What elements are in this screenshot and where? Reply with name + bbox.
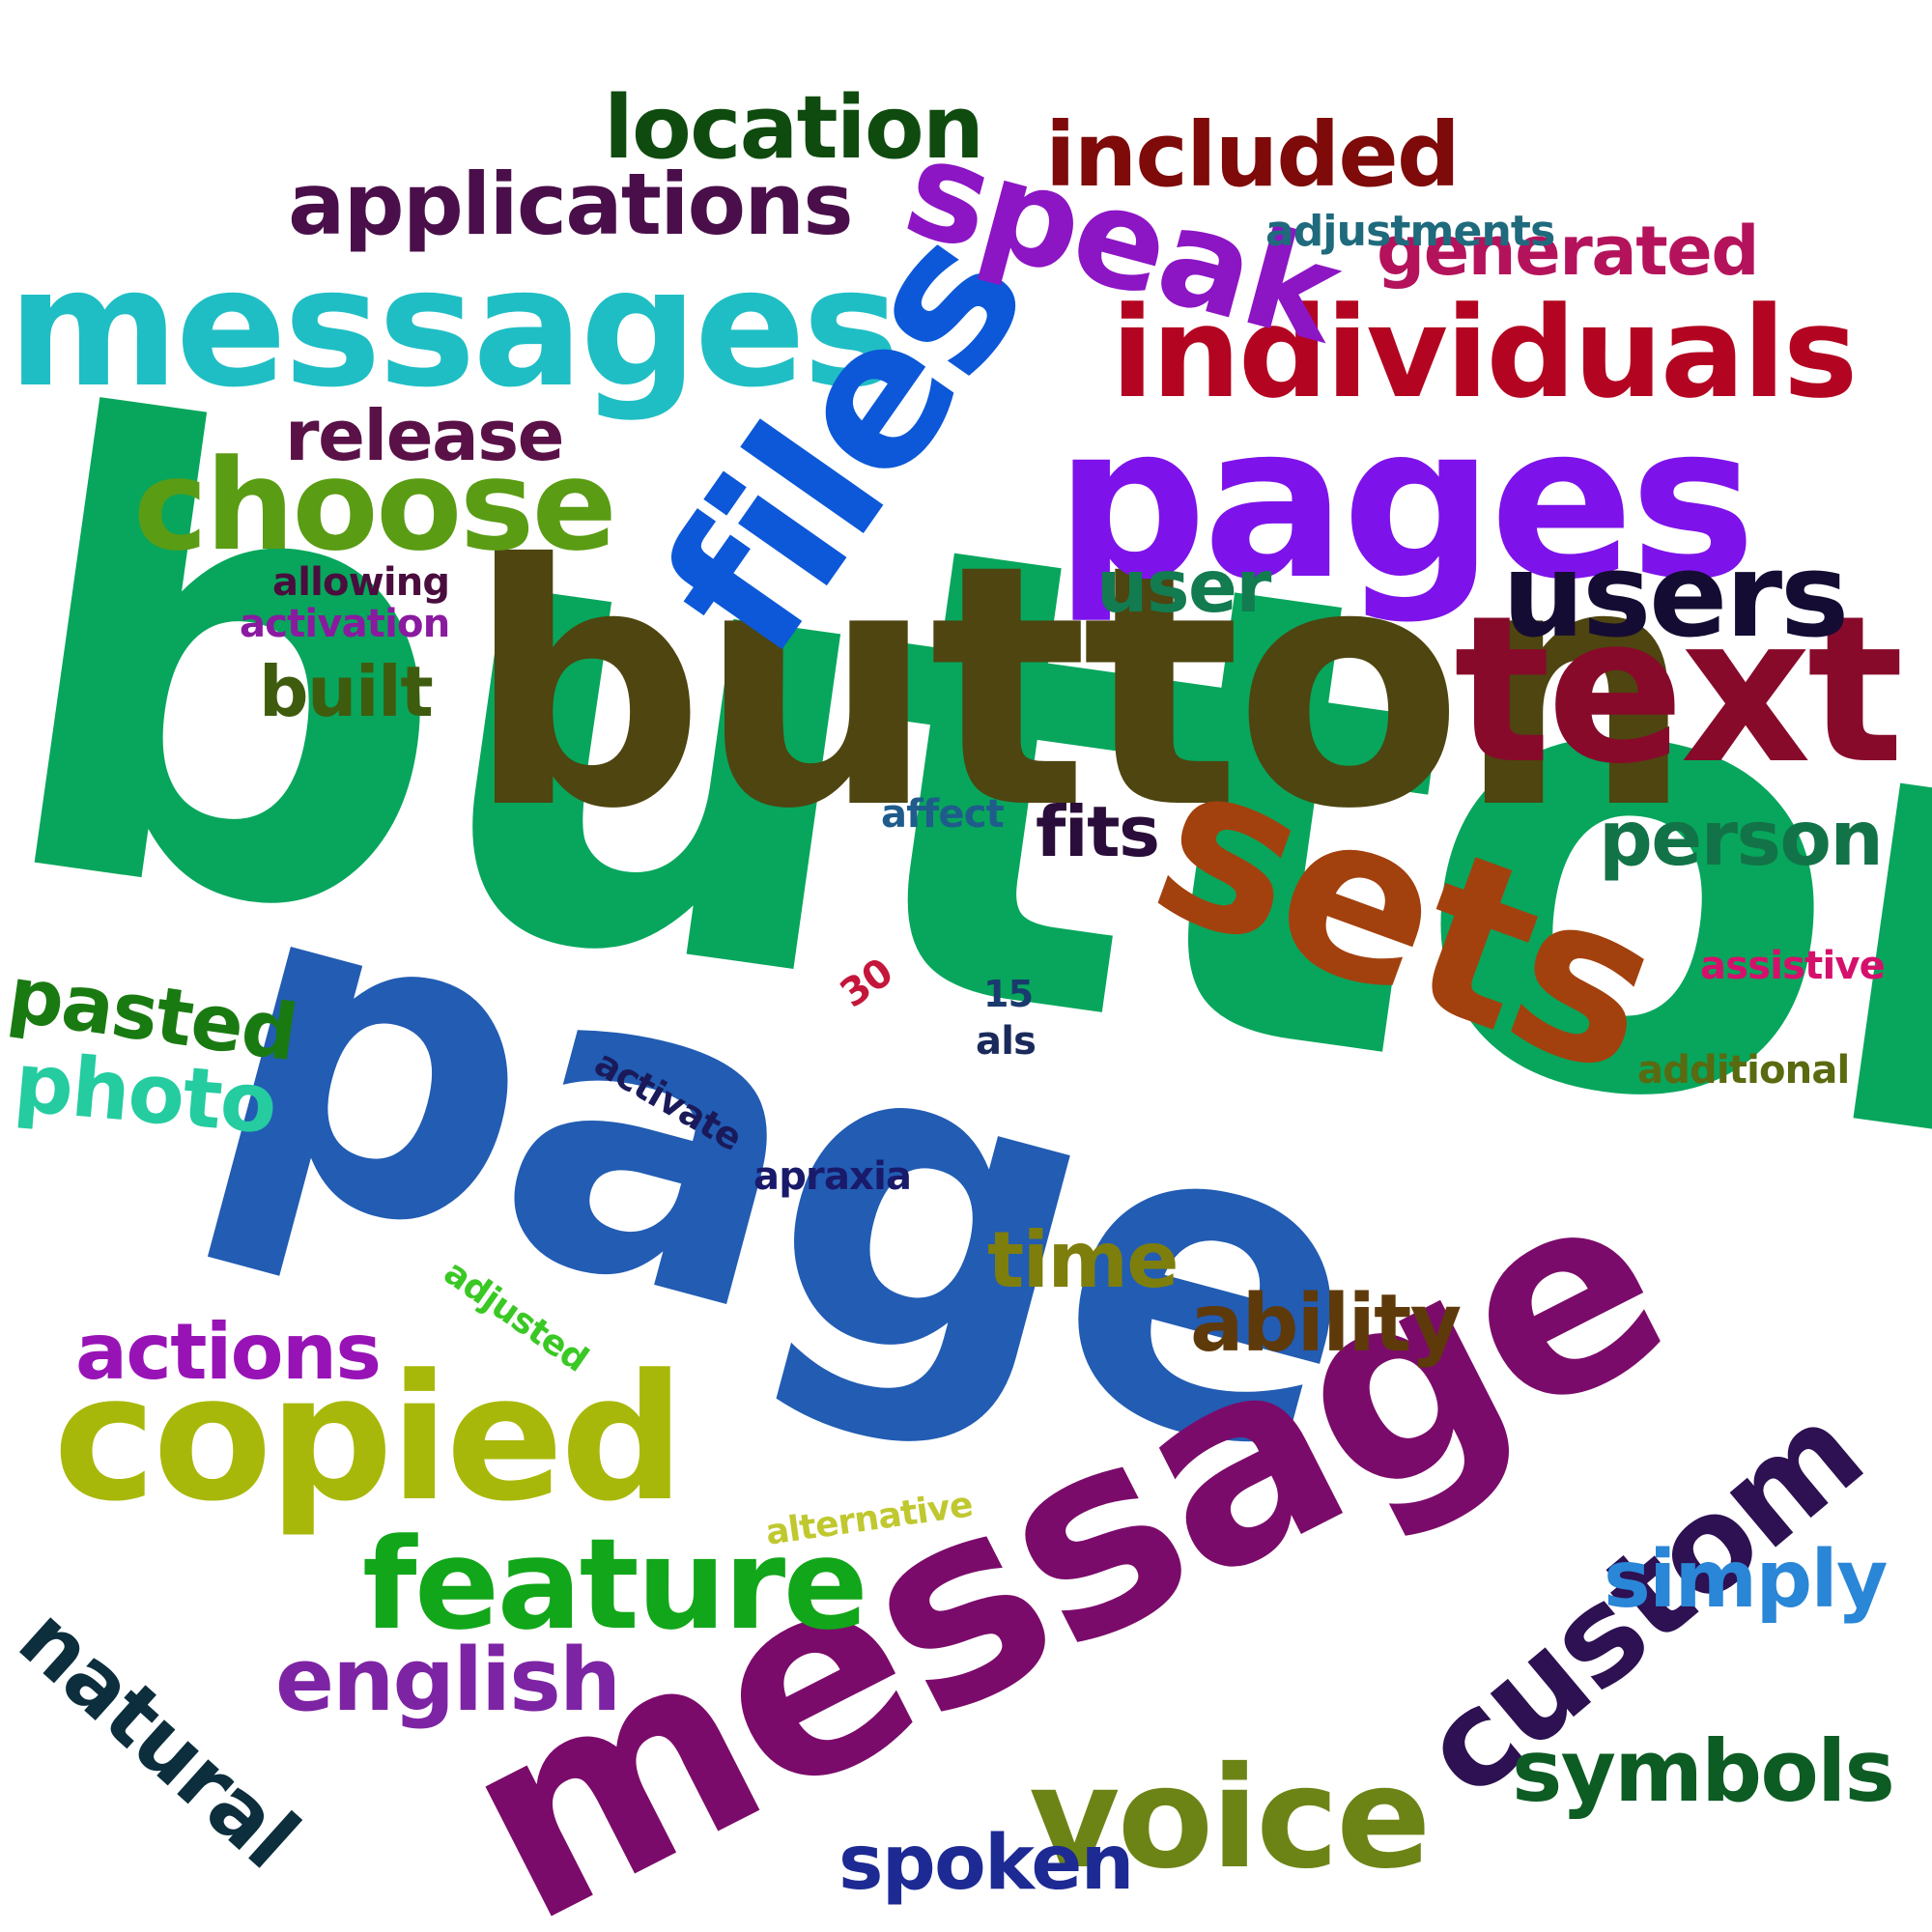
- word-applications: applications: [288, 155, 854, 254]
- word-choose: choose: [133, 432, 617, 579]
- word-generated: generated: [1377, 212, 1760, 291]
- word-user: user: [1096, 544, 1271, 629]
- word-copied: copied: [53, 1338, 685, 1540]
- word-included: included: [1045, 103, 1461, 207]
- word-time: time: [987, 1215, 1179, 1305]
- word-als: als: [976, 1019, 1037, 1064]
- word-adjustments: adjustments: [1265, 207, 1555, 256]
- word-actions: actions: [75, 1307, 382, 1397]
- word-simply: simply: [1604, 1534, 1888, 1626]
- word-spoken: spoken: [838, 1820, 1134, 1907]
- word-messages: messages: [8, 233, 900, 424]
- word-pages: pages: [1055, 379, 1756, 626]
- word-symbols: symbols: [1512, 1721, 1895, 1821]
- word-ability: ability: [1190, 1278, 1462, 1370]
- word-release: release: [285, 395, 564, 476]
- word-text: text: [1454, 572, 1904, 809]
- word-users: users: [1502, 529, 1849, 664]
- word-apraxia: apraxia: [753, 1154, 912, 1199]
- word-feature: feature: [362, 1511, 868, 1658]
- word-button: button: [467, 495, 1694, 882]
- word-built: built: [259, 651, 434, 732]
- word-natural: natural: [0, 1588, 317, 1888]
- word-fits: fits: [1036, 791, 1160, 872]
- word-voice: voice: [1029, 1737, 1432, 1900]
- word-affect: affect: [881, 792, 1005, 837]
- word-15: 15: [983, 973, 1034, 1015]
- word-activation: activation: [240, 602, 450, 646]
- word-allowing: allowing: [272, 560, 450, 605]
- word-location: location: [604, 77, 984, 179]
- word-assistive: assistive: [1700, 944, 1886, 988]
- word-individuals: individuals: [1111, 279, 1858, 426]
- word-person: person: [1599, 796, 1884, 883]
- word-additional: additional: [1637, 1048, 1850, 1093]
- word-english: english: [275, 1630, 621, 1731]
